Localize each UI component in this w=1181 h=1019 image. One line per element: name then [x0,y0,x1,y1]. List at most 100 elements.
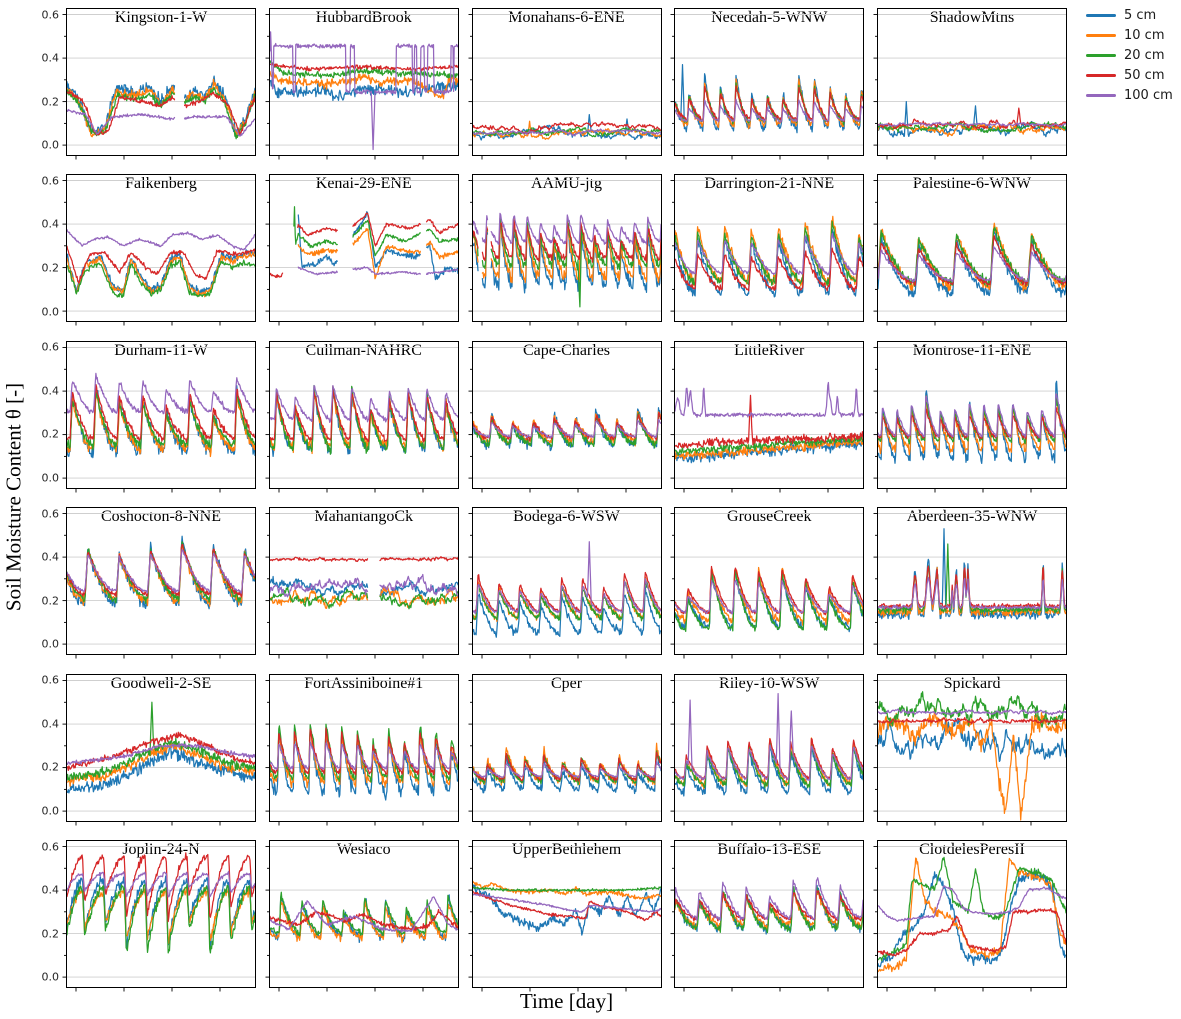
subplot-plot [670,340,865,493]
y-tick-label: 0.2 [41,760,60,774]
subplot-plot [670,673,865,826]
panel-border [674,340,865,489]
series-line-100-cm [66,229,256,252]
series-line-100-cm [674,233,864,277]
subplot-panel: Durham-11-W 0.0 0.2 0.4 0.6 [42,340,256,493]
series-line-10-cm [877,707,1067,821]
series-line-50-cm [66,90,256,137]
subplot-title: Darrington-21-NNE [704,175,835,193]
y-tick-label: 0.0 [41,637,60,651]
subplot-panel: Riley-10-WSW [670,673,865,826]
panel-border [877,840,1067,988]
y-tick-label: 0.0 [41,970,60,984]
series-line-20-cm [674,569,864,633]
y-axis-label: Soil Moisture Content θ [-] [1,382,26,612]
subplot-panel: Bodega-6-WSW [468,507,662,659]
y-tick-label: 0.4 [41,217,60,231]
legend-label: 5 cm [1124,7,1157,23]
series-line-20-cm [471,412,662,449]
subplot-plot [62,340,256,493]
y-tick-label: 0.2 [41,927,60,941]
panel-border [471,507,662,656]
series-line-20-cm [269,384,459,455]
subplot-title: ClotdelesPeresII [919,841,1025,858]
subplot-plot [265,8,459,160]
subplot-plot [265,507,459,659]
y-tick-label: 0.2 [41,95,60,109]
panel-border [877,507,1067,656]
panel-border [66,673,256,822]
subplot-title: Cullman-NAHRC [305,341,422,359]
panel-border [471,840,662,988]
series-line-50-cm [269,213,459,279]
series-line-20-cm [66,392,256,451]
x-axis-label: Time [day] [519,989,614,1013]
y-tick-label: 0.2 [41,427,60,441]
series-line-50-cm [471,890,662,922]
series-line-50-cm [66,246,256,285]
subplot-plot [468,8,662,160]
subplot-title: Joplin-24-N [122,841,200,858]
series-line-100-cm [877,707,1067,715]
series-line-50-cm [674,85,864,123]
series-line-100-cm [269,574,459,598]
subplot-panel: Aberdeen-35-WNW [873,507,1067,659]
series-line-50-cm [269,62,459,72]
series-line-5-cm [66,875,256,950]
subplot-plot [670,507,865,659]
subplot-title: Necedah-5-WNW [711,9,828,26]
y-tick-label: 0.4 [41,883,60,897]
subplot-panel: HubbardBrook [265,8,459,160]
series-line-5-cm [471,884,662,936]
series-line-100-cm [674,381,864,418]
subplot-title: Spickard [943,674,1001,692]
series-line-100-cm [66,870,256,898]
subplot-plot [468,673,662,826]
subplot-plot [468,174,662,326]
subplot-panel: Montrose-11-ENE [873,340,1067,493]
series-line-20-cm [66,883,256,954]
legend-line-swatch [1086,33,1116,37]
series-line-50-cm [674,394,864,449]
subplot-title: UpperBethlehem [511,841,622,858]
panel-border [268,174,459,323]
legend-item: 100 cm [1086,85,1173,105]
series-line-100-cm [674,98,864,124]
legend-label: 100 cm [1124,87,1173,103]
series-line-100-cm [471,213,662,246]
series-line-100-cm [471,418,662,439]
y-tick-label: 0.4 [41,717,60,731]
panel-border [674,174,865,323]
subplot-plot [468,507,662,659]
y-tick-label: 0.0 [41,138,60,152]
series-line-100-cm [66,742,256,765]
subplot-plot [62,174,256,326]
legend-item: 10 cm [1086,25,1173,45]
subplot-plot [670,840,865,992]
panel-border [66,840,256,988]
subplot-title: GrouseCreek [727,508,812,526]
series-line-5-cm [297,211,459,281]
y-tick-label: 0.4 [41,384,60,398]
subplot-plot [265,840,459,992]
series-line-100-cm [471,128,662,137]
series-line-5-cm [877,717,1067,762]
subplot-plot [873,340,1067,493]
series-line-100-cm [877,121,1067,128]
panel-border [674,507,865,656]
subplot-title: FortAssiniboine#1 [304,674,424,692]
series-line-100-cm [877,246,1067,284]
legend-line-swatch [1086,13,1116,17]
subplot-panel: Coshocton-8-NNE 0.0 0.2 0.4 0.6 [42,507,256,659]
subplot-plot [873,507,1067,659]
subplot-plot [62,840,256,992]
subplot-panel: Buffalo-13-ESE [670,840,865,992]
series-line-20-cm [471,886,662,893]
subplot-plot [670,174,865,326]
subplot-plot [873,673,1067,826]
series-line-20-cm [877,690,1067,728]
subplot-panel: Falkenberg 0.0 0.2 0.4 0.6 [42,174,256,326]
series-line-100-cm [66,372,256,415]
subplot-title: Coshocton-8-NNE [101,508,221,526]
